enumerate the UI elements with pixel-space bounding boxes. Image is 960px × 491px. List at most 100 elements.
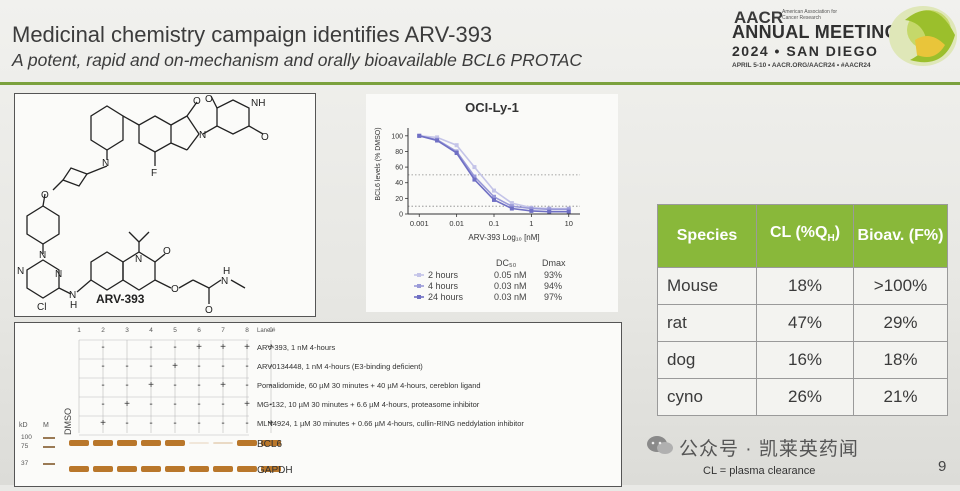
- chart-data-point: [454, 151, 459, 156]
- pk-cell-cl: 18%: [756, 267, 854, 305]
- legend-dc50: 0.03 nM: [494, 292, 527, 302]
- blot-lane-number: 9: [269, 327, 273, 334]
- chart-data-point: [435, 135, 440, 140]
- pk-cell-bioav: 18%: [853, 341, 948, 379]
- chart-y-tick-label: 20: [395, 196, 403, 203]
- chart-data-point: [547, 209, 552, 214]
- chart-data-point: [435, 138, 440, 143]
- blot-treatment-mark: -: [221, 418, 224, 429]
- atom-nh: NH: [251, 98, 265, 109]
- blot-lane-number: 8: [245, 327, 249, 334]
- chart-data-point: [529, 208, 534, 213]
- blot-band: [141, 466, 161, 472]
- chart-x-tick-label: 1: [529, 219, 533, 228]
- blot-band: [165, 466, 185, 472]
- blot-treatment-mark: +: [244, 342, 250, 353]
- blot-marker-kd: 100: [21, 434, 32, 441]
- aacr-meeting-logo: AACR American Association for Cancer Res…: [725, 0, 960, 82]
- blot-treatment-mark: -: [173, 380, 176, 391]
- blot-ladder-band: [43, 463, 55, 465]
- western-blot-panel: 1 2 3 4 5 6 7 8 9 Lane # - - - + + + + ARV-393, 1 nM 4-ho…: [14, 322, 622, 487]
- legend-header-dmax: Dmax: [542, 258, 566, 268]
- blot-treatment-mark: +: [244, 399, 250, 410]
- legend-header-dc50: DC₅₀: [496, 258, 517, 268]
- blot-treatment-mark: -: [197, 361, 200, 372]
- blot-lane-number: 2: [101, 327, 105, 334]
- pk-cell-cl: 47%: [756, 304, 854, 342]
- legend-dmax: 94%: [544, 281, 562, 291]
- chart-y-tick-label: 60: [395, 165, 403, 172]
- blot-treatment-mark: -: [197, 418, 200, 429]
- atom-o-top2: O: [205, 94, 213, 105]
- blot-band: [69, 466, 89, 472]
- atom-n-pip: N: [102, 158, 109, 169]
- pk-table-row: Mouse 18% >100%: [657, 267, 948, 305]
- blot-band: [237, 466, 257, 472]
- blot-band: [261, 440, 281, 446]
- blot-band: [189, 442, 209, 444]
- blot-dmso-label: DMSO: [63, 408, 73, 435]
- legend-dc50: 0.05 nM: [494, 270, 527, 280]
- blot-marker-kd: 37: [21, 460, 29, 467]
- blot-treatment-label: MLN4924, 1 µM 30 minutes + 0.66 µM 4-hou…: [257, 419, 524, 428]
- blot-lane-number: 4: [149, 327, 153, 334]
- chart-y-tick-label: 40: [395, 180, 403, 187]
- chart-data-point: [509, 201, 514, 206]
- chart-data-point: [509, 204, 514, 209]
- chart-x-tick-label: 0.1: [489, 219, 499, 228]
- blot-kd-label: kD: [19, 422, 28, 429]
- blot-treatment-mark: +: [220, 342, 226, 353]
- blot-treatment-mark: -: [221, 361, 224, 372]
- atom-o-am: O: [205, 305, 213, 316]
- blot-lane-number: 1: [77, 327, 81, 334]
- pk-cell-species: Mouse: [657, 267, 757, 305]
- blot-treatment-mark: +: [268, 342, 274, 353]
- blot-treatment-mark: -: [269, 399, 272, 410]
- blot-treatment-mark: -: [149, 418, 152, 429]
- blot-treatment-mark: +: [124, 399, 130, 410]
- atom-o-link: O: [41, 190, 49, 201]
- arv-393-structure-drawing: O O O NH N F N O N N N Cl N H N O O O N …: [17, 94, 269, 316]
- legend-dc50: 0.03 nM: [494, 281, 527, 291]
- chart-x-axis-label: ARV-393 Log₁₀ [nM]: [468, 233, 539, 242]
- header-cl-text: CL (%Q: [769, 223, 828, 241]
- chart-y-axis-label: BCL6 levels (% DMSO): [375, 127, 382, 200]
- legend-dmax: 97%: [544, 292, 562, 302]
- pk-table-row: dog 16% 18%: [657, 341, 948, 379]
- aacr-wordmark: AACR: [734, 8, 784, 27]
- pk-table-row: rat 47% 29%: [657, 304, 948, 342]
- blot-treatment-mark: -: [101, 399, 104, 410]
- blot-treatment-mark: -: [197, 399, 200, 410]
- blot-ladder-band: [43, 446, 55, 448]
- blot-treatment-mark: -: [101, 361, 104, 372]
- blot-band: [117, 440, 137, 446]
- compound-label: ARV-393: [96, 292, 145, 306]
- blot-lane-number: 6: [197, 327, 201, 334]
- blot-treatment-mark: -: [197, 380, 200, 391]
- blot-treatment-mark: -: [245, 361, 248, 372]
- blot-band: [213, 466, 233, 472]
- blot-marker-kd: 75: [21, 443, 29, 450]
- atom-nh2-n: N: [69, 290, 76, 301]
- chart-data-point: [472, 177, 477, 182]
- blot-treatment-label: Pomalidomide, 60 µM 30 minutes + 40 µM 4…: [257, 381, 481, 390]
- chart-y-tick-label: 0: [399, 212, 403, 219]
- blot-band-name: BCL6: [257, 439, 282, 450]
- wechat-watermark: 公众号 · 凯莱英药闻: [646, 432, 946, 460]
- pk-cell-bioav: 21%: [853, 378, 948, 416]
- slide-subtitle: A potent, rapid and on-mechanism and ora…: [12, 50, 583, 70]
- slide-title: Medicinal chemistry campaign identifies …: [12, 22, 493, 47]
- title-divider: [0, 82, 960, 85]
- pk-cell-cl: 16%: [756, 341, 854, 379]
- blot-treatment-mark: -: [245, 380, 248, 391]
- blot-band: [93, 440, 113, 446]
- atom-n-am: N: [221, 276, 228, 287]
- header-cl-close: ): [834, 223, 841, 241]
- dose-response-chart: 0 20 40 60 80 100 0.001 0.01 0.1 1 10 BCL6 levels …: [375, 127, 580, 302]
- chart-data-point: [472, 174, 477, 179]
- chart-y-tick-label: 100: [391, 133, 403, 140]
- cl-footnote: CL = plasma clearance: [703, 465, 816, 477]
- wechat-watermark-text: 公众号 · 凯莱英药闻: [679, 439, 859, 460]
- blot-band: [165, 440, 185, 446]
